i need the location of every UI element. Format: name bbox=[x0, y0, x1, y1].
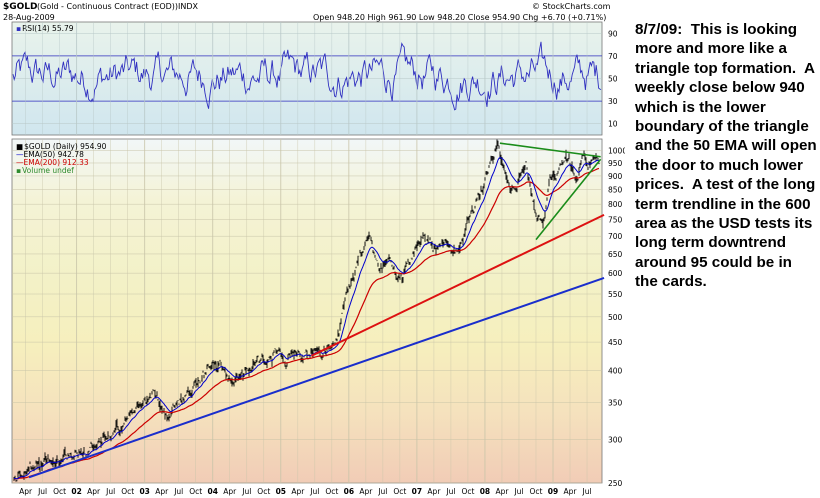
time-tick-label: Oct bbox=[461, 487, 474, 496]
price-tick-label: 550 bbox=[608, 290, 623, 299]
time-tick-label: 04 bbox=[208, 487, 218, 496]
price-bars bbox=[13, 139, 600, 482]
time-tick-label: Apr bbox=[564, 487, 578, 496]
price-tick-label: 750 bbox=[608, 216, 623, 225]
time-tick-label: Jul bbox=[513, 487, 523, 496]
time-tick-label: Jul bbox=[173, 487, 183, 496]
chart-description: (Gold - Continuous Contract (EOD)) bbox=[37, 2, 178, 11]
time-tick-label: Jul bbox=[37, 487, 47, 496]
price-tick-label: 900 bbox=[608, 172, 623, 181]
time-tick-label: Oct bbox=[530, 487, 543, 496]
time-tick-label: Oct bbox=[393, 487, 406, 496]
rsi-legend: ▪RSI(14) 55.79 bbox=[16, 24, 74, 33]
green-trendline bbox=[535, 158, 602, 241]
time-tick-label: 07 bbox=[412, 487, 422, 496]
chart-symbol: $GOLD bbox=[3, 2, 38, 12]
ohlc-readout: Open 948.20 High 961.90 Low 948.20 Close… bbox=[313, 13, 606, 22]
price-tick-label: 850 bbox=[608, 186, 623, 195]
time-tick-label: Apr bbox=[87, 487, 101, 496]
price-tick-label: 300 bbox=[608, 435, 623, 444]
price-legend-ema50: —EMA(50) 942.78 bbox=[16, 150, 84, 159]
price-tick-label: 1000 bbox=[608, 147, 625, 156]
green-trendline bbox=[499, 142, 601, 158]
red-trendline bbox=[310, 214, 605, 357]
time-tick-label: Oct bbox=[189, 487, 202, 496]
price-panel bbox=[11, 138, 603, 484]
rsi-tick-label: 90 bbox=[608, 29, 618, 38]
time-tick-label: Oct bbox=[257, 487, 270, 496]
price-legend-volume: ▪Volume undef bbox=[16, 166, 74, 175]
price-tick-label: 500 bbox=[608, 313, 623, 322]
price-tick-label: 950 bbox=[608, 159, 623, 168]
blue-trendline bbox=[28, 277, 605, 479]
time-tick-label: Apr bbox=[291, 487, 305, 496]
time-tick-label: Apr bbox=[427, 487, 441, 496]
price-tick-label: 450 bbox=[608, 338, 623, 347]
price-tick-label: 650 bbox=[608, 250, 623, 259]
time-tick-label: 09 bbox=[548, 487, 558, 496]
time-tick-label: Jul bbox=[241, 487, 251, 496]
time-tick-label: Jul bbox=[105, 487, 115, 496]
time-tick-label: Apr bbox=[155, 487, 169, 496]
source-credit: © StockCharts.com bbox=[532, 2, 611, 11]
time-tick-label: Apr bbox=[19, 487, 33, 496]
time-tick-label: Jul bbox=[581, 487, 591, 496]
rsi-tick-label: 50 bbox=[608, 75, 618, 84]
chart-exchange: INDX bbox=[178, 2, 199, 11]
price-tick-label: 350 bbox=[608, 398, 623, 407]
rsi-axis: 10 30 50 70 90 bbox=[608, 29, 618, 128]
time-tick-label: Jul bbox=[309, 487, 319, 496]
rsi-tick-label: 70 bbox=[608, 52, 618, 61]
chart-date: 28-Aug-2009 bbox=[3, 13, 55, 22]
time-tick-label: 05 bbox=[276, 487, 286, 496]
price-legend-ema200: —EMA(200) 912.33 bbox=[16, 158, 89, 167]
time-tick-label: Jul bbox=[377, 487, 387, 496]
rsi-tick-label: 10 bbox=[608, 120, 618, 129]
price-tick-label: 600 bbox=[608, 269, 623, 278]
time-tick-label: Apr bbox=[359, 487, 373, 496]
time-tick-label: Oct bbox=[53, 487, 66, 496]
price-tick-label: 800 bbox=[608, 200, 623, 209]
rsi-tick-label: 30 bbox=[608, 97, 618, 106]
rsi-series-line bbox=[12, 41, 602, 111]
time-tick-label: 08 bbox=[480, 487, 490, 496]
time-tick-label: 06 bbox=[344, 487, 354, 496]
time-tick-label: Oct bbox=[121, 487, 134, 496]
price-legend-main: ■$GOLD (Daily) 954.90 bbox=[16, 142, 107, 151]
time-tick-label: 03 bbox=[139, 487, 149, 496]
time-tick-label: 02 bbox=[71, 487, 81, 496]
stock-chart: $GOLD (Gold - Continuous Contract (EOD))… bbox=[3, 2, 625, 496]
analysis-note: 8/7/09: This is looking more and more li… bbox=[635, 21, 817, 291]
price-tick-label: 400 bbox=[608, 366, 623, 375]
price-tick-label: 700 bbox=[608, 232, 623, 241]
time-axis: Apr Jul Oct 02 Apr Jul Oct 03 Apr Jul Oct 04 Apr Jul O… bbox=[19, 487, 591, 496]
time-tick-label: Jul bbox=[445, 487, 455, 496]
time-tick-label: Oct bbox=[325, 487, 338, 496]
time-tick-label: Apr bbox=[223, 487, 237, 496]
price-tick-label: 250 bbox=[608, 479, 623, 488]
price-axis: 250 300 350 400 450 500 550 600 650 700 750 800 850 9… bbox=[608, 147, 625, 488]
ema50-line bbox=[13, 157, 600, 480]
trendlines bbox=[28, 142, 605, 479]
time-tick-label: Apr bbox=[495, 487, 509, 496]
